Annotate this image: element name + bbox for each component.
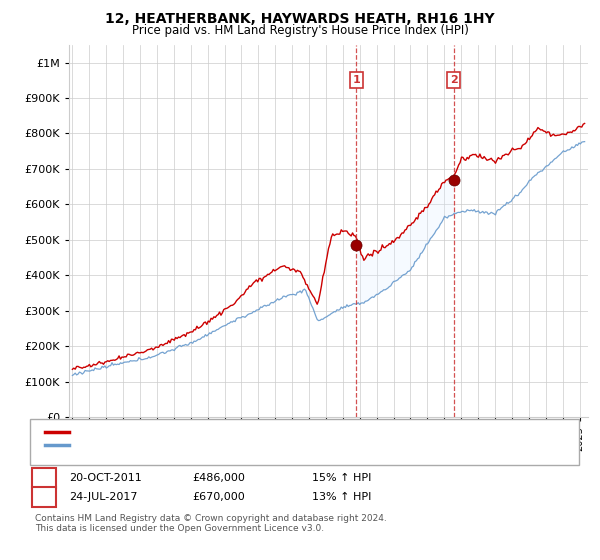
Text: Price paid vs. HM Land Registry's House Price Index (HPI): Price paid vs. HM Land Registry's House …	[131, 24, 469, 36]
Text: HPI: Average price, detached house, Mid Sussex: HPI: Average price, detached house, Mid …	[73, 440, 325, 450]
Text: 1: 1	[40, 473, 47, 483]
Text: £670,000: £670,000	[192, 492, 245, 502]
Text: Contains HM Land Registry data © Crown copyright and database right 2024.
This d: Contains HM Land Registry data © Crown c…	[35, 514, 386, 534]
Text: 12, HEATHERBANK, HAYWARDS HEATH, RH16 1HY: 12, HEATHERBANK, HAYWARDS HEATH, RH16 1H…	[105, 12, 495, 26]
Text: 20-OCT-2011: 20-OCT-2011	[69, 473, 142, 483]
Text: 12, HEATHERBANK, HAYWARDS HEATH, RH16 1HY (detached house): 12, HEATHERBANK, HAYWARDS HEATH, RH16 1H…	[73, 427, 427, 437]
Text: 2: 2	[40, 492, 47, 502]
Text: 1: 1	[353, 75, 360, 85]
Text: £486,000: £486,000	[192, 473, 245, 483]
Text: 24-JUL-2017: 24-JUL-2017	[69, 492, 137, 502]
Text: 15% ↑ HPI: 15% ↑ HPI	[312, 473, 371, 483]
Text: 13% ↑ HPI: 13% ↑ HPI	[312, 492, 371, 502]
Text: 2: 2	[450, 75, 457, 85]
